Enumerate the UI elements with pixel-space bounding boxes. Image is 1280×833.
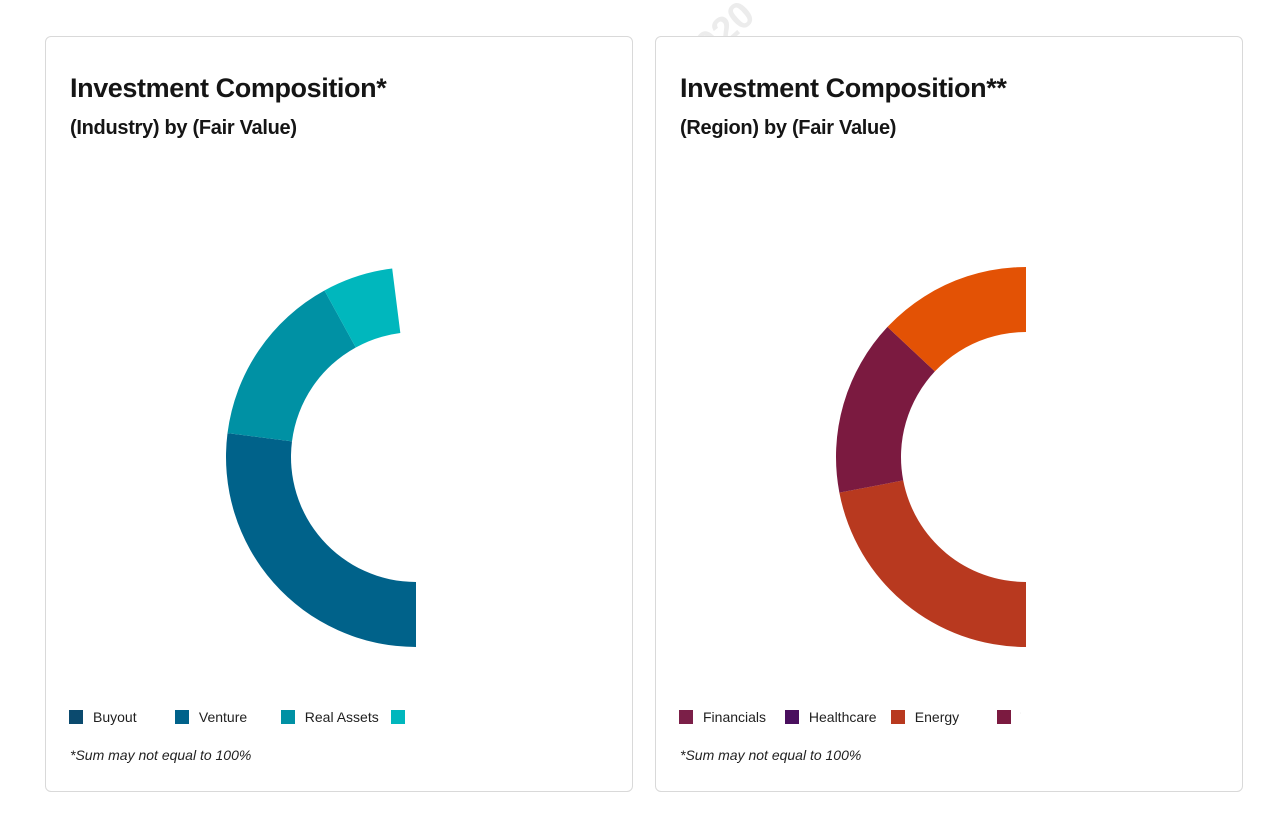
donut-slice-c[interactable] — [324, 268, 401, 348]
region-donut-chart — [806, 237, 1026, 657]
legend-label: Financials — [703, 709, 767, 725]
legend-swatch — [890, 710, 905, 724]
legend-item-healthcare[interactable]: Healthcare — [784, 707, 879, 727]
legend-item-financials[interactable]: Financials — [679, 707, 773, 727]
legend-label: Energy — [914, 709, 960, 725]
legend-item-c[interactable]: C — [390, 707, 411, 727]
donut-slice-t[interactable] — [836, 326, 935, 493]
chart-title: Investment Composition* — [70, 73, 387, 103]
donut-slice-venture[interactable] — [225, 433, 416, 647]
legend-swatch — [784, 710, 799, 724]
industry-donut-chart — [196, 237, 416, 657]
industry-legend: Buyout Venture Real Assets C — [69, 707, 411, 727]
legend-swatch — [996, 710, 1011, 724]
legend-swatch — [280, 710, 295, 724]
region-donut-svg — [836, 267, 1026, 647]
legend-item-t[interactable]: T — [996, 707, 1021, 727]
legend-item-venture[interactable]: Venture — [174, 707, 269, 727]
donut-slice-energy[interactable] — [839, 480, 1026, 647]
footnote: *Sum may not equal to 100% — [70, 747, 252, 763]
region-composition-card: Investment Composition** (Region) by (Fa… — [655, 36, 1243, 792]
region-legend: Financials Healthcare Energy T — [679, 707, 1021, 727]
legend-label: Healthcare — [808, 709, 877, 725]
donut-slice-segment-4[interactable] — [887, 267, 1026, 372]
chart-subtitle: (Industry) by (Fair Value) — [70, 117, 297, 139]
chart-subtitle: (Region) by (Fair Value) — [680, 117, 897, 139]
legend-label: Real Assets — [304, 709, 379, 725]
footnote: *Sum may not equal to 100% — [680, 747, 862, 763]
chart-title: Investment Composition** — [680, 73, 1007, 103]
legend-label: Venture — [198, 709, 248, 725]
industry-donut-svg — [225, 268, 416, 647]
legend-item-real-assets[interactable]: Real Assets — [280, 707, 379, 727]
legend-swatch — [390, 710, 405, 724]
legend-swatch — [679, 710, 693, 724]
legend-swatch — [69, 710, 83, 724]
legend-item-energy[interactable]: Energy — [890, 707, 985, 727]
industry-composition-card: Investment Composition* (Industry) by (F… — [45, 36, 633, 792]
donut-slice-real-assets[interactable] — [227, 290, 356, 442]
legend-swatch — [174, 710, 189, 724]
legend-item-buyout[interactable]: Buyout — [69, 707, 163, 727]
legend-label: Buyout — [93, 709, 137, 725]
